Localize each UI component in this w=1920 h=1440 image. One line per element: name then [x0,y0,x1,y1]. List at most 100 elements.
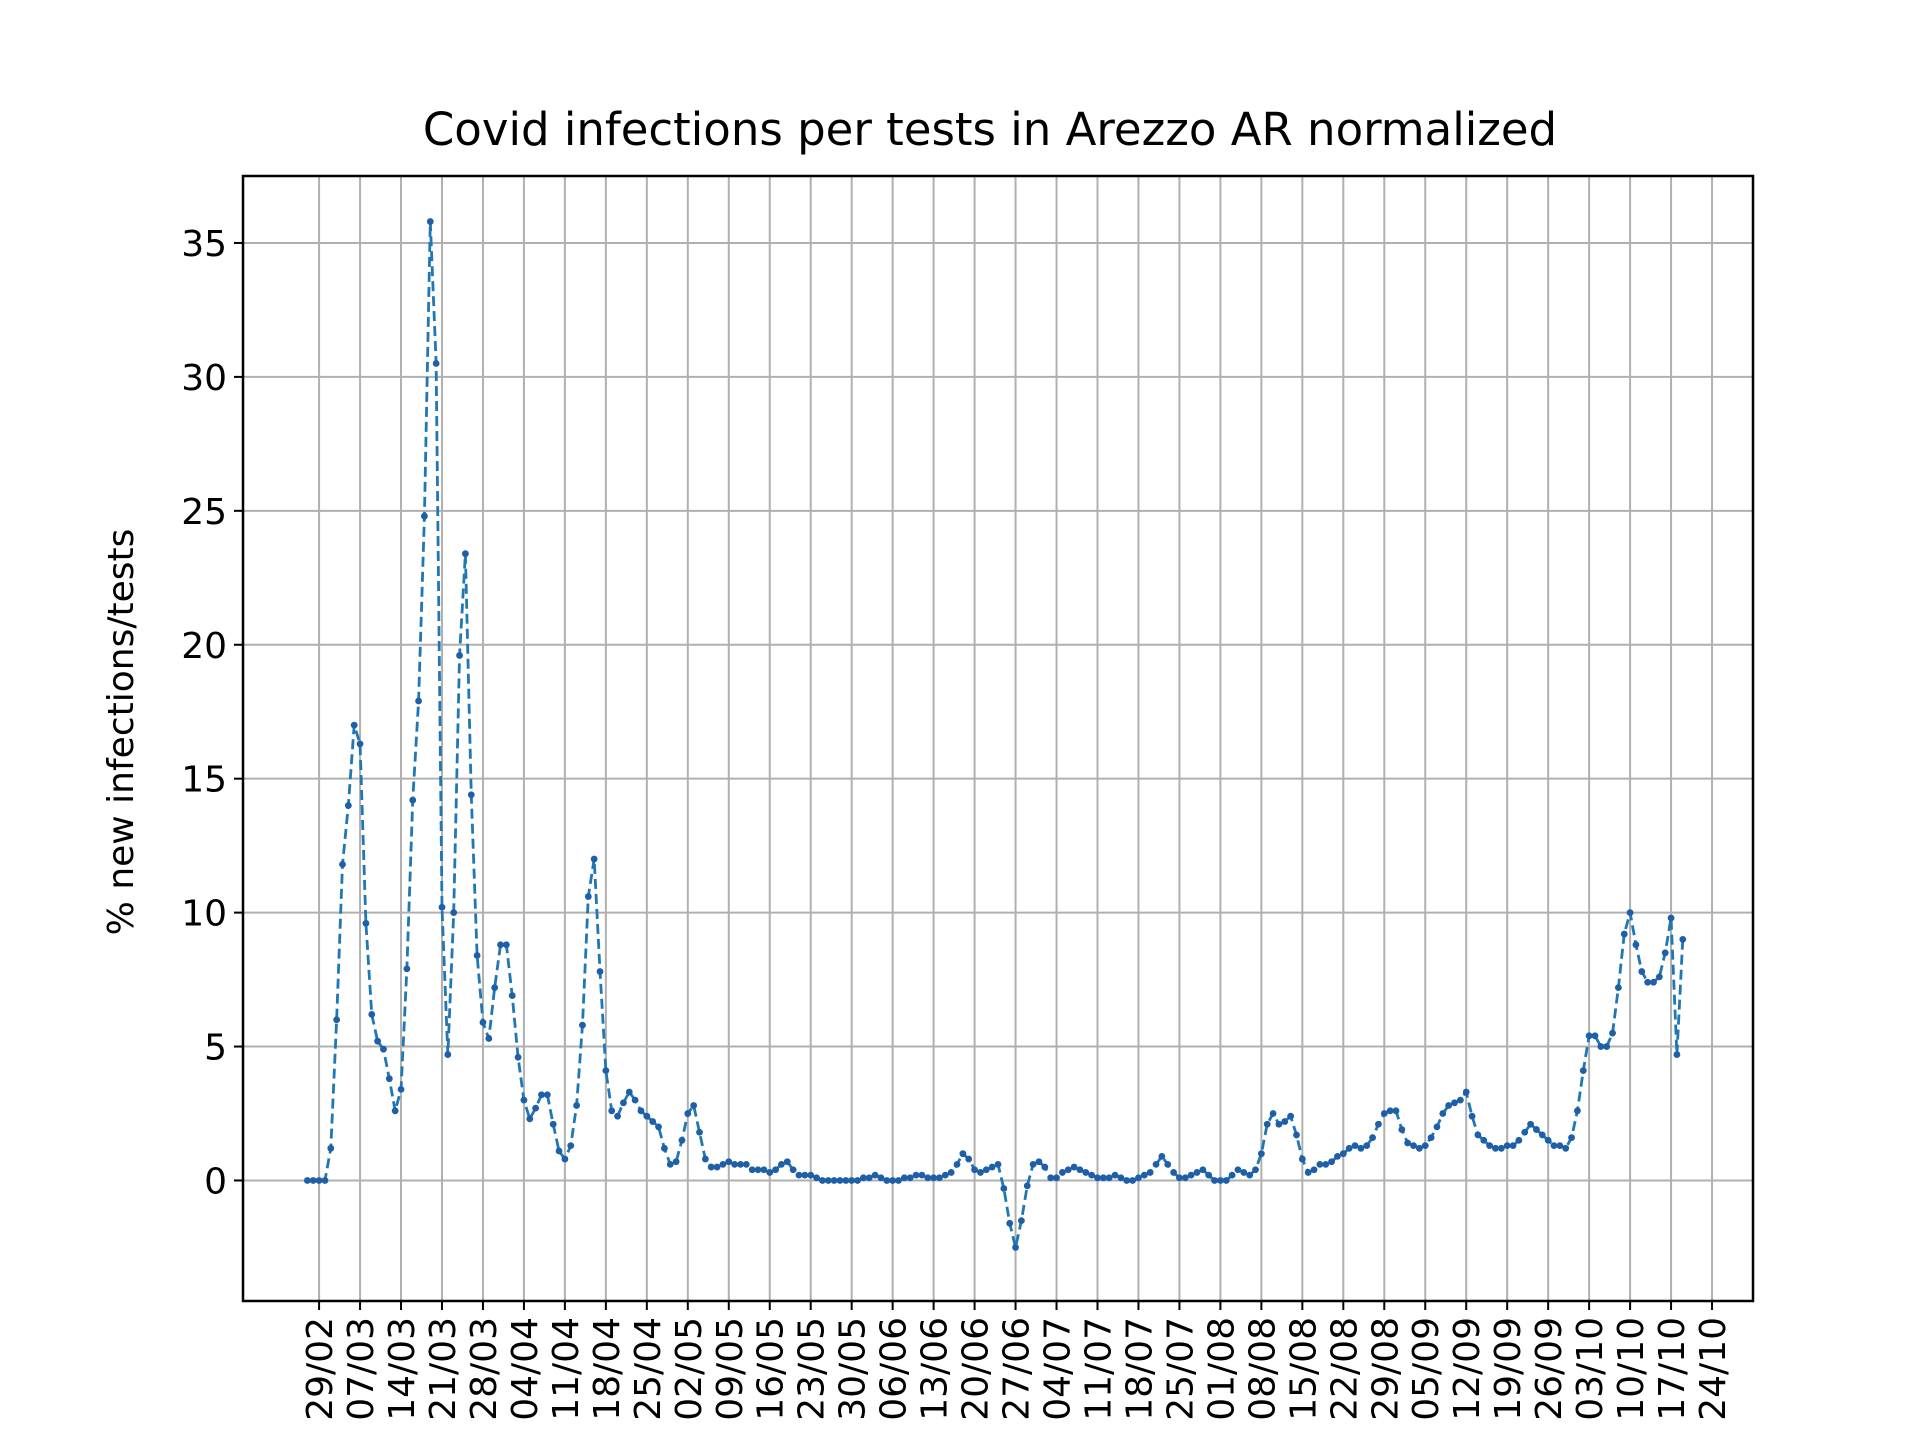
data-point [1445,1102,1453,1109]
data-point [1357,1144,1365,1152]
data-point [1211,1177,1218,1184]
data-point [391,1107,399,1115]
data-point [883,1177,891,1184]
data-point [696,1128,703,1136]
x-tick-label: 16/05 [751,1317,792,1421]
data-point [701,1155,709,1163]
data-point [1000,1185,1008,1192]
data-point [1451,1099,1458,1107]
data-point [1123,1177,1131,1184]
data-point [637,1107,645,1115]
data-point [895,1177,902,1184]
data-point [631,1096,639,1104]
plot-frame [241,174,1755,1303]
x-tick-label: 25/04 [628,1317,669,1421]
data-point [1187,1171,1195,1179]
data-point [807,1171,815,1179]
data-point [1029,1160,1037,1168]
x-tick-label: 18/04 [587,1317,628,1421]
data-point [321,1177,329,1184]
data-point [1263,1120,1271,1128]
data-point [1064,1166,1072,1174]
data-point [1521,1128,1529,1136]
data-point [1386,1107,1394,1115]
data-point [1018,1217,1025,1225]
data-point [1667,914,1675,922]
data-point [602,1067,610,1075]
data-point [596,968,604,975]
data-point [1217,1177,1224,1184]
data-point [462,550,469,558]
data-point [1503,1142,1511,1150]
x-tick-label: 10/10 [1611,1317,1652,1421]
data-point [1597,1043,1605,1050]
data-point [906,1174,914,1182]
data-point [830,1177,838,1184]
data-point [385,1075,393,1083]
data-point [959,1150,967,1158]
data-point [450,909,458,917]
data-point [953,1160,961,1168]
data-point [1082,1169,1090,1176]
data-point [1609,1029,1616,1037]
x-tick-label: 07/03 [341,1317,382,1421]
data-point [982,1166,990,1174]
x-tick-label: 09/05 [710,1317,751,1421]
data-point [918,1171,926,1179]
data-point [1497,1144,1505,1152]
data-point [1380,1110,1388,1117]
data-point [567,1142,575,1150]
data-point [456,652,463,659]
data-point [1661,949,1669,957]
data-point [1322,1160,1330,1168]
data-point [889,1177,897,1184]
data-point [1117,1174,1125,1182]
data-point [1129,1177,1137,1184]
data-point [819,1177,826,1184]
data-point [660,1144,668,1152]
data-point [1439,1110,1447,1117]
data-point [1152,1160,1160,1168]
y-tick-label: 30 [181,358,227,399]
data-point [900,1174,908,1182]
data-point [1240,1169,1248,1176]
data-point [1193,1169,1201,1176]
data-point [508,992,516,1000]
data-point [1579,1067,1587,1075]
data-point [912,1171,920,1179]
data-point [1269,1110,1277,1117]
data-point [842,1177,850,1184]
data-point [368,1010,376,1018]
data-point [772,1166,779,1174]
x-tick-label: 01/08 [1201,1317,1242,1421]
data-point [643,1112,651,1120]
data-point [339,860,346,868]
data-point [543,1091,551,1099]
data-point [1234,1166,1242,1174]
data-point [1375,1120,1382,1128]
data-point [1047,1174,1055,1182]
y-tick-label: 5 [204,1028,227,1069]
data-point [1012,1244,1019,1251]
data-point [971,1166,978,1174]
data-point [977,1169,984,1176]
x-tick-label: 19/09 [1488,1317,1529,1421]
data-point [1644,978,1652,986]
data-point [1650,978,1657,986]
data-point [350,721,358,729]
data-point [947,1169,955,1176]
data-point [1146,1169,1154,1176]
data-point [520,1096,528,1104]
data-point [930,1174,938,1182]
x-tick-label: 12/09 [1447,1317,1488,1421]
x-tick-label: 06/06 [874,1317,915,1421]
data-point [1591,1032,1599,1040]
data-point [813,1174,820,1182]
data-point [965,1155,973,1163]
x-tick-label: 08/08 [1242,1317,1283,1421]
y-tick-label: 15 [181,760,227,801]
data-point [1334,1152,1341,1160]
data-point [1041,1163,1049,1171]
data-point [1550,1142,1558,1150]
data-point [579,1021,586,1029]
